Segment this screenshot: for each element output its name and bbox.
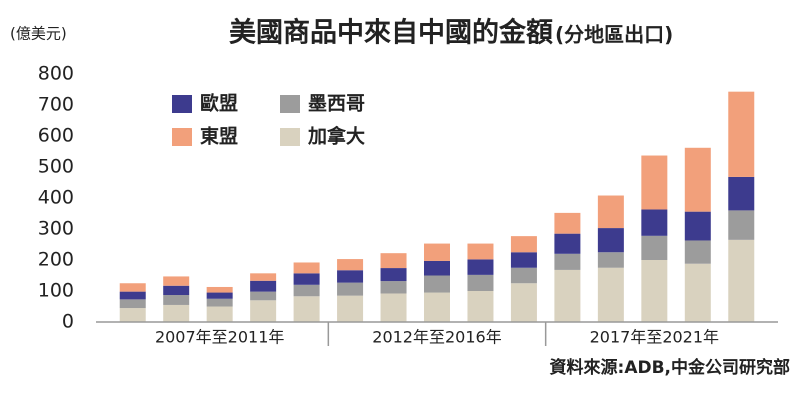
group-label: 2007年至2011年 [155, 328, 284, 347]
bar-segment [510, 252, 537, 268]
bar-segment [554, 233, 581, 254]
y-tick-label: 800 [38, 63, 74, 85]
bar-segment [163, 304, 190, 322]
bar-segment [206, 286, 233, 293]
bar-segment [684, 211, 711, 241]
legend-swatch [280, 128, 300, 146]
bar-segment [337, 295, 364, 322]
bar-segment [250, 291, 277, 301]
bar-segment [119, 283, 146, 292]
group-label: 2017年至2021年 [590, 328, 719, 347]
bar-segment [380, 281, 407, 294]
bar-segment [684, 147, 711, 212]
group-label: 2012年至2016年 [372, 328, 501, 347]
bar-segment [380, 268, 407, 282]
legend-label: 東盟 [200, 125, 238, 148]
bar-segment [424, 243, 450, 261]
bar-segment [641, 235, 668, 260]
source: 資料來源:ADB,中金公司研究部 [550, 357, 790, 378]
bar-segment [467, 259, 494, 275]
bar-segment [728, 210, 755, 240]
bar-segment [554, 253, 581, 270]
bar-segment [206, 298, 233, 307]
y-tick-label: 400 [38, 187, 74, 209]
bar-segment [641, 209, 668, 236]
bar-segment [728, 176, 755, 211]
bar-segment [467, 291, 494, 322]
bar-segment [554, 212, 581, 234]
legend-label: 墨西哥 [308, 93, 365, 115]
legend-label: 歐盟 [200, 92, 238, 115]
bar-segment [510, 283, 537, 322]
legend-swatch [172, 128, 192, 146]
bar-segment [641, 155, 668, 210]
legend-swatch [280, 95, 300, 113]
bar-segment [206, 306, 233, 322]
bar-segment [293, 296, 320, 322]
bar-segment [293, 284, 320, 297]
bar-segment [597, 267, 624, 322]
bar-segment [293, 273, 320, 285]
bar-segment [380, 293, 407, 322]
bar-segment [597, 228, 624, 253]
bar-segment [119, 308, 146, 322]
bar-segment [119, 299, 146, 309]
bar-segment [250, 273, 277, 281]
bar-segment [424, 260, 450, 276]
y-tick-label: 600 [38, 125, 74, 147]
bar-segment [467, 243, 494, 260]
bar-segment [206, 292, 233, 299]
bar-segment [684, 263, 711, 322]
chart-title: 美國商品中來自中國的金額 [229, 17, 553, 49]
chart-subtitle: (分地區出口) [555, 23, 673, 47]
bar-segment [337, 282, 364, 296]
bar-segment [337, 270, 364, 283]
bar-segment [728, 239, 755, 322]
bar-segment [163, 285, 190, 296]
y-tick-label: 200 [38, 249, 74, 271]
bar-segment [641, 260, 668, 322]
bar-segment [424, 292, 450, 322]
bar-segment [337, 259, 364, 271]
y-tick-label: 700 [38, 94, 74, 116]
y-tick-label: 0 [62, 311, 74, 333]
bar-segment [510, 236, 537, 253]
y-tick-label: 300 [38, 218, 74, 240]
bar-segment [119, 291, 146, 300]
y-tick-label: 500 [38, 156, 74, 178]
y-tick-label: 100 [38, 280, 74, 302]
bar-segment [163, 276, 190, 286]
bar-segment [597, 252, 624, 268]
unit-label: (億美元) [10, 25, 67, 43]
bar-segment [163, 295, 190, 305]
bar-segment [250, 300, 277, 322]
bar-segment [467, 274, 494, 291]
bar-segment [293, 262, 320, 274]
bar-segment [684, 240, 711, 264]
bar-segment [250, 280, 277, 292]
bar-segment [424, 275, 450, 293]
bar-segment [597, 195, 624, 229]
bar-segment [510, 267, 537, 284]
bar-segment [728, 91, 755, 177]
legend-label: 加拿大 [307, 125, 365, 148]
legend-swatch [172, 95, 192, 113]
bar-segment [380, 253, 407, 269]
bar-segment [554, 269, 581, 322]
